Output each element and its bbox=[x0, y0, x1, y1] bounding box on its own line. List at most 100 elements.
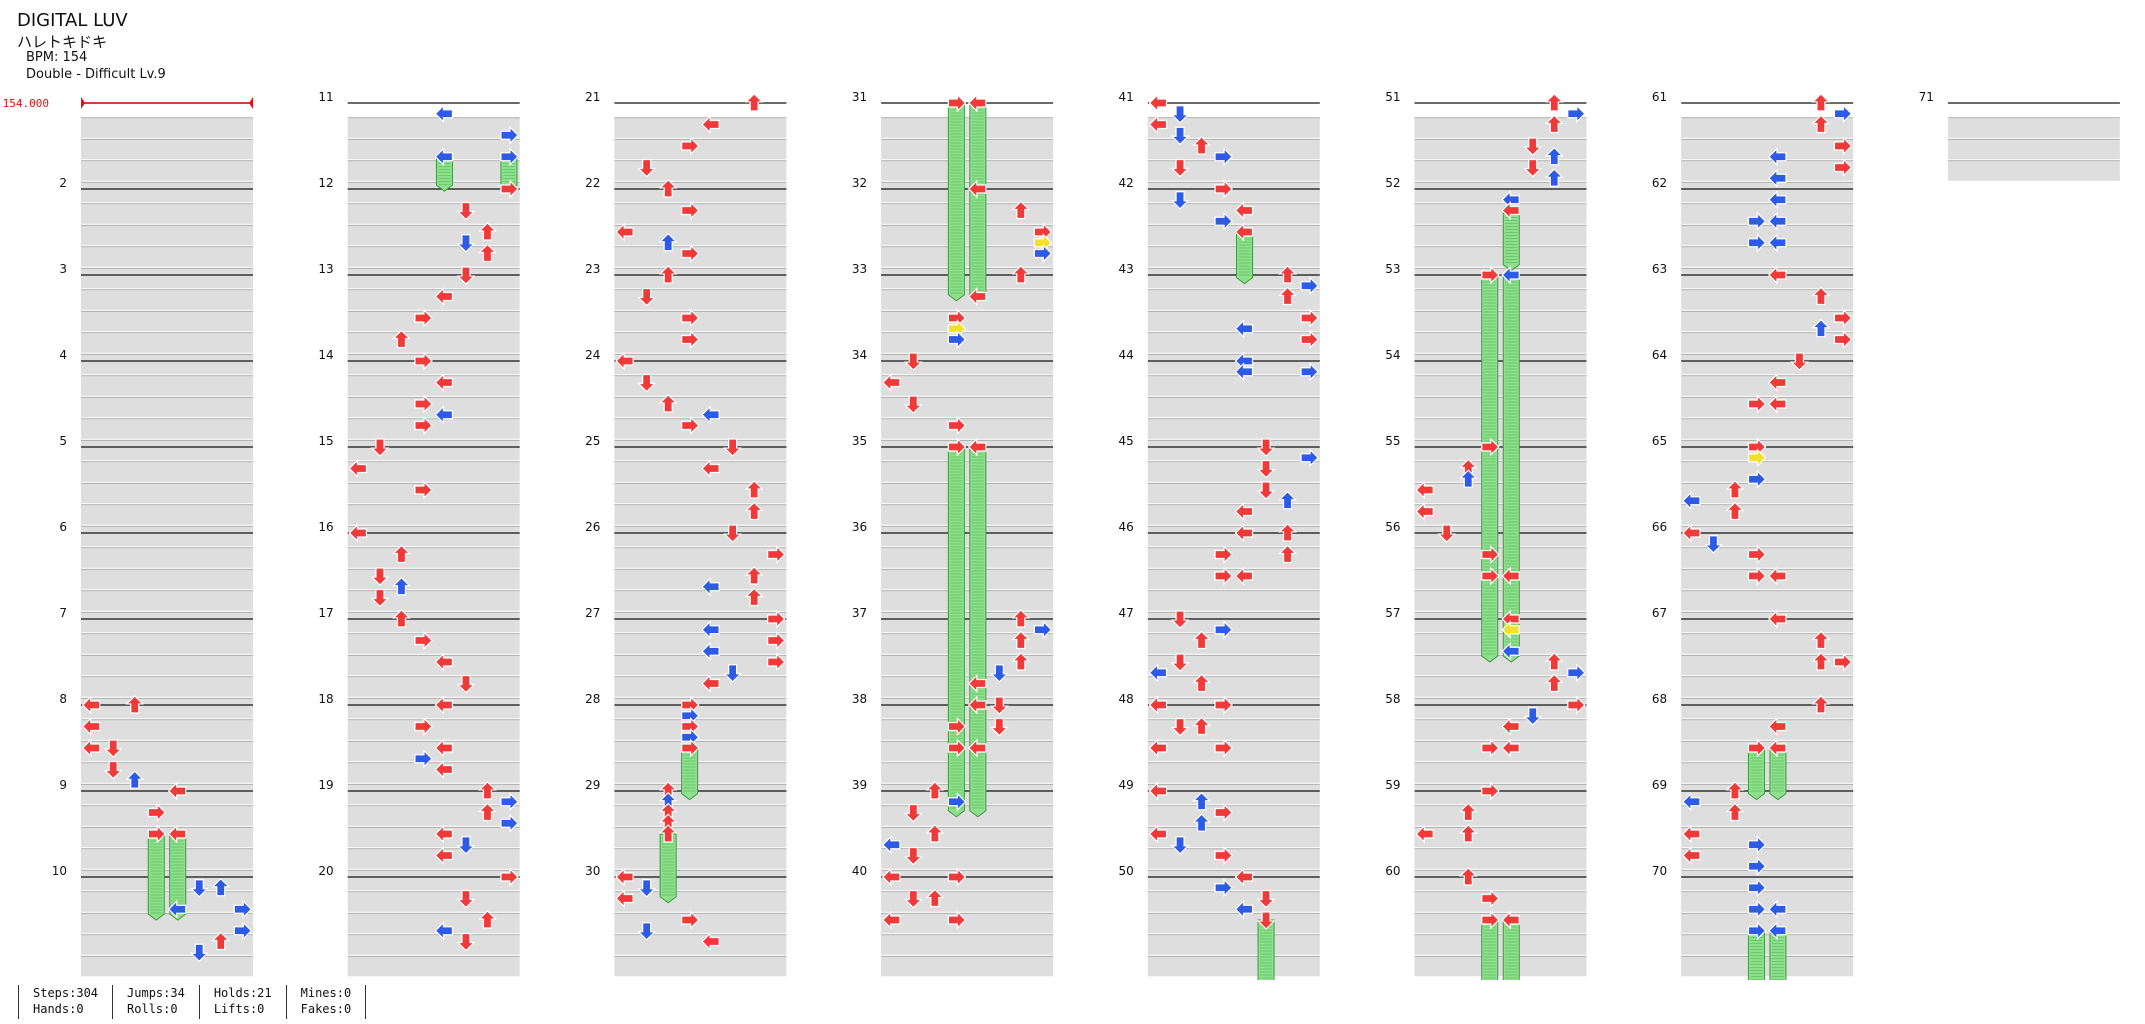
measure-number: 22 bbox=[585, 176, 600, 190]
measure-number: 24 bbox=[585, 348, 600, 362]
beat-band bbox=[81, 225, 253, 246]
arrow-icon bbox=[1768, 373, 1787, 392]
beat-band bbox=[881, 784, 1054, 805]
measure-number: 57 bbox=[1385, 606, 1400, 620]
beat-band bbox=[614, 805, 787, 826]
arrow-icon bbox=[1790, 352, 1809, 371]
beat-band bbox=[1147, 956, 1320, 977]
measure-number: 20 bbox=[318, 864, 333, 878]
note-down-red bbox=[370, 567, 390, 586]
note-up-blue bbox=[211, 877, 231, 897]
arrow-icon bbox=[1234, 201, 1254, 220]
arrow-icon bbox=[1192, 673, 1211, 693]
beat-band bbox=[347, 934, 520, 955]
beat-band bbox=[1147, 397, 1320, 418]
beat-band bbox=[1147, 246, 1320, 267]
arrow-icon bbox=[348, 459, 368, 478]
note-right-red bbox=[1214, 695, 1233, 715]
measure-number: 39 bbox=[852, 778, 867, 792]
beat-band bbox=[81, 182, 253, 203]
arrow-icon bbox=[414, 717, 433, 736]
arrow-icon bbox=[1811, 630, 1831, 650]
note-left-red bbox=[434, 695, 454, 715]
measure-23: 23 bbox=[585, 262, 787, 375]
beat-band bbox=[614, 827, 787, 848]
stat-jumps: Jumps:34 bbox=[127, 986, 185, 1000]
beat-band bbox=[881, 805, 1054, 826]
note-right-red bbox=[947, 910, 967, 930]
beat-band bbox=[81, 805, 253, 826]
arrow-icon bbox=[1768, 265, 1787, 285]
arrow-icon bbox=[968, 93, 987, 113]
measure-12: 12 bbox=[318, 176, 520, 289]
beat-band bbox=[1414, 418, 1587, 439]
beat-band bbox=[347, 203, 520, 224]
arrow-icon bbox=[1458, 802, 1478, 822]
measure-30: 30 bbox=[585, 864, 787, 977]
arrow-icon bbox=[103, 760, 123, 780]
beat-band bbox=[1147, 805, 1320, 826]
beat-band bbox=[347, 848, 520, 869]
note-left-red bbox=[1501, 738, 1520, 758]
measure-19: 19 bbox=[318, 778, 520, 891]
beat-band bbox=[1681, 547, 1854, 568]
measure-number: 66 bbox=[1652, 520, 1667, 534]
beat-band bbox=[1947, 117, 2120, 138]
arrow-icon bbox=[658, 179, 678, 198]
beat-band bbox=[881, 461, 1054, 482]
measure-number: 59 bbox=[1385, 778, 1400, 792]
arrow-icon bbox=[456, 674, 476, 694]
arrow-icon bbox=[1011, 609, 1031, 628]
arrow-icon bbox=[1437, 524, 1457, 543]
beat-band bbox=[881, 311, 1054, 332]
beat-band bbox=[1147, 633, 1320, 654]
measure-number: 50 bbox=[1119, 864, 1134, 878]
measure-18: 18 bbox=[318, 692, 520, 805]
beat-band bbox=[881, 719, 1054, 740]
note-right-red bbox=[1214, 846, 1233, 865]
arrow-icon bbox=[1458, 824, 1478, 843]
beat-band bbox=[1147, 418, 1320, 439]
beat-band bbox=[881, 741, 1054, 762]
arrow-icon bbox=[1481, 265, 1500, 285]
note-down-red bbox=[456, 932, 476, 952]
arrow-icon bbox=[1481, 545, 1500, 564]
beat-band bbox=[1147, 504, 1320, 525]
arrow-icon bbox=[414, 480, 433, 500]
note-left-red bbox=[968, 674, 987, 693]
note-left-red bbox=[1682, 846, 1701, 865]
arrow-icon bbox=[968, 738, 987, 758]
note-left-red bbox=[968, 179, 987, 199]
measure-number: 42 bbox=[1119, 176, 1134, 190]
arrow-icon bbox=[701, 577, 720, 597]
arrow-icon bbox=[1234, 362, 1254, 382]
note-right-blue bbox=[1300, 448, 1319, 468]
note-right-blue bbox=[1747, 835, 1767, 855]
beat-band bbox=[347, 913, 520, 934]
beat-band bbox=[614, 569, 787, 590]
note-down-blue bbox=[456, 234, 476, 253]
beat-band bbox=[1414, 655, 1587, 676]
beat-band bbox=[81, 440, 253, 461]
beat-band bbox=[1681, 268, 1854, 289]
note-left-red bbox=[81, 717, 101, 736]
note-up-red bbox=[1544, 652, 1564, 671]
arrow-icon bbox=[1170, 158, 1190, 178]
beat-band bbox=[614, 526, 787, 547]
arrow-icon bbox=[903, 803, 923, 823]
arrow-icon bbox=[414, 394, 433, 414]
beat-band bbox=[1147, 784, 1320, 805]
arrow-icon bbox=[1214, 738, 1233, 758]
note-right-red bbox=[414, 416, 433, 435]
measure-number: 71 bbox=[1919, 90, 1934, 104]
beat-band bbox=[81, 891, 253, 912]
note-right-red bbox=[947, 738, 967, 758]
note-down-blue bbox=[1523, 707, 1543, 726]
beat-band bbox=[1414, 225, 1587, 246]
beat-band bbox=[614, 913, 787, 934]
beat-band bbox=[1414, 504, 1587, 525]
measure-64: 64 bbox=[1652, 348, 1854, 461]
note-down-red bbox=[1523, 158, 1543, 178]
beat-band bbox=[1681, 203, 1854, 224]
note-down-red-hold bbox=[1256, 911, 1276, 980]
